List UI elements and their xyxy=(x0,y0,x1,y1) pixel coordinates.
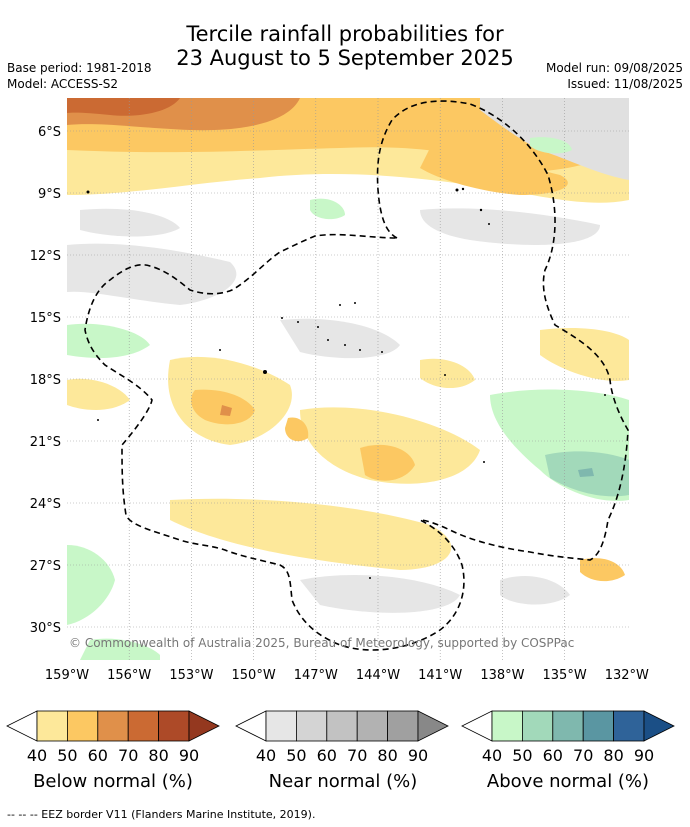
above-normal-region xyxy=(530,137,572,154)
latitude-label: 18°S xyxy=(30,373,61,388)
colorbar-arrow-low xyxy=(235,710,267,742)
colorbar-tick-label: 70 xyxy=(347,746,367,765)
near-normal-label: Near normal (%) xyxy=(268,771,418,792)
copyright-text: © Commonwealth of Australia 2025, Bureau… xyxy=(69,636,574,650)
colorbar-arrow-low xyxy=(6,710,38,742)
latitude-label: 9°S xyxy=(38,187,61,202)
title-line-2: 23 August to 5 September 2025 xyxy=(176,46,514,70)
colorbar-segment xyxy=(326,710,358,742)
near-normal-region xyxy=(500,575,570,605)
longitude-label: 144°W xyxy=(356,668,400,683)
longitude-label: 150°W xyxy=(232,668,276,683)
eez-footer: -- -- -- EEZ border V11 (Flanders Marine… xyxy=(7,808,316,821)
below-normal-label: Below normal (%) xyxy=(33,771,193,792)
colorbar-segment xyxy=(522,710,554,742)
colorbar-arrow-high xyxy=(643,710,675,742)
above-normal-region xyxy=(80,638,160,660)
colorbar-tick-label: 80 xyxy=(148,746,168,765)
colorbar-tick-label: 50 xyxy=(57,746,77,765)
near-normal-region xyxy=(67,243,237,305)
latitude-label: 27°S xyxy=(30,559,61,574)
colorbar-tick-label: 70 xyxy=(573,746,593,765)
longitude-label: 132°W xyxy=(605,668,649,683)
longitude-label: 147°W xyxy=(294,668,338,683)
colorbar-segment xyxy=(552,710,584,742)
below-normal-region xyxy=(540,328,629,381)
near-normal-region xyxy=(300,575,460,613)
model-run: Model run: 09/08/2025 xyxy=(545,61,683,75)
below-normal-region xyxy=(420,148,568,195)
colorbar-segment xyxy=(295,710,328,742)
colorbar-tick-label: 80 xyxy=(603,746,623,765)
colorbar-tick-label: 60 xyxy=(543,746,563,765)
longitude-label: 153°W xyxy=(169,668,213,683)
colorbar-segment xyxy=(387,710,419,742)
latitude-label: 21°S xyxy=(30,435,61,450)
below-normal-region xyxy=(170,498,452,570)
colorbar-tick-label: 60 xyxy=(88,746,108,765)
colorbar-segment xyxy=(265,710,297,742)
eez-border xyxy=(84,100,629,651)
issued-date: Issued: 11/08/2025 xyxy=(567,77,683,91)
colorbar-tick-label: 40 xyxy=(256,746,276,765)
colorbar-tick-label: 70 xyxy=(118,746,138,765)
map-title: Tercile rainfall probabilities for 23 Au… xyxy=(0,22,690,70)
below-normal-region xyxy=(420,358,475,389)
colorbar-arrow-high xyxy=(188,710,220,742)
below-normal-region xyxy=(285,417,309,442)
latitude-label: 30°S xyxy=(30,621,61,636)
colorbar-tick-label: 90 xyxy=(408,746,428,765)
longitude-label: 135°W xyxy=(543,668,587,683)
below-normal-region xyxy=(300,407,480,484)
colorbar-segment xyxy=(491,710,523,742)
colorbar-tick-label: 80 xyxy=(377,746,397,765)
below-normal-region xyxy=(67,98,180,116)
near-normal-region xyxy=(280,318,400,359)
colorbar-tick-label: 50 xyxy=(512,746,532,765)
colorbar-segment xyxy=(127,710,159,742)
base-period: Base period: 1981-2018 xyxy=(7,61,152,75)
colorbar-tick-label: 40 xyxy=(482,746,502,765)
colorbar-segment xyxy=(36,710,68,742)
below-normal-region xyxy=(67,378,130,410)
meta-right: Model run: 09/08/2025 Issued: 11/08/2025 xyxy=(546,60,683,92)
below-normal-region xyxy=(580,558,625,582)
above-normal-label: Above normal (%) xyxy=(486,771,650,792)
longitude-labels: 159°W 156°W 153°W 150°W 147°W 144°W 141°W 138°W… xyxy=(45,668,649,683)
colorbar-tick-label: 90 xyxy=(179,746,199,765)
near-normal-region xyxy=(80,208,180,237)
latitude-label: 12°S xyxy=(30,249,61,264)
above-normal-region xyxy=(310,198,345,220)
colorbar-arrow-high xyxy=(417,710,449,742)
islands xyxy=(86,187,606,579)
graticule xyxy=(67,98,629,660)
colorbar-tick-label: 90 xyxy=(634,746,654,765)
longitude-label: 159°W xyxy=(45,668,89,683)
latitude-label: 15°S xyxy=(30,311,61,326)
colorbar-segment xyxy=(67,710,99,742)
latitude-label: 6°S xyxy=(38,125,61,140)
latitude-label: 24°S xyxy=(30,497,61,512)
longitude-label: 141°W xyxy=(418,668,462,683)
title-line-1: Tercile rainfall probabilities for xyxy=(186,22,504,46)
colorbar-segment xyxy=(613,710,645,742)
colorbar-segment xyxy=(97,710,129,742)
colorbar-segment xyxy=(582,710,615,742)
colorbar-tick-label: 60 xyxy=(317,746,337,765)
colorbar-segment xyxy=(356,710,389,742)
below-normal-region xyxy=(220,405,232,416)
colorbar-segment xyxy=(158,710,190,742)
meta-left: Base period: 1981-2018 Model: ACCESS-S2 xyxy=(7,60,152,92)
colorbar-tick-label: 50 xyxy=(286,746,306,765)
colorbar-tick-label: 40 xyxy=(27,746,47,765)
above-normal-region xyxy=(578,468,594,477)
longitude-label: 138°W xyxy=(480,668,524,683)
latitude-labels: 6°S 9°S 12°S 15°S 18°S 21°S 24°S 27°S 30°S xyxy=(30,125,61,636)
colorbar-arrow-low xyxy=(461,710,493,742)
below-normal-region xyxy=(360,444,415,481)
longitude-label: 156°W xyxy=(107,668,151,683)
legends: 40 50 60 70 80 90 40 50 60 70 80 90 40 50 60 70 80 90 xyxy=(6,710,675,765)
model-name: Model: ACCESS-S2 xyxy=(7,77,119,91)
